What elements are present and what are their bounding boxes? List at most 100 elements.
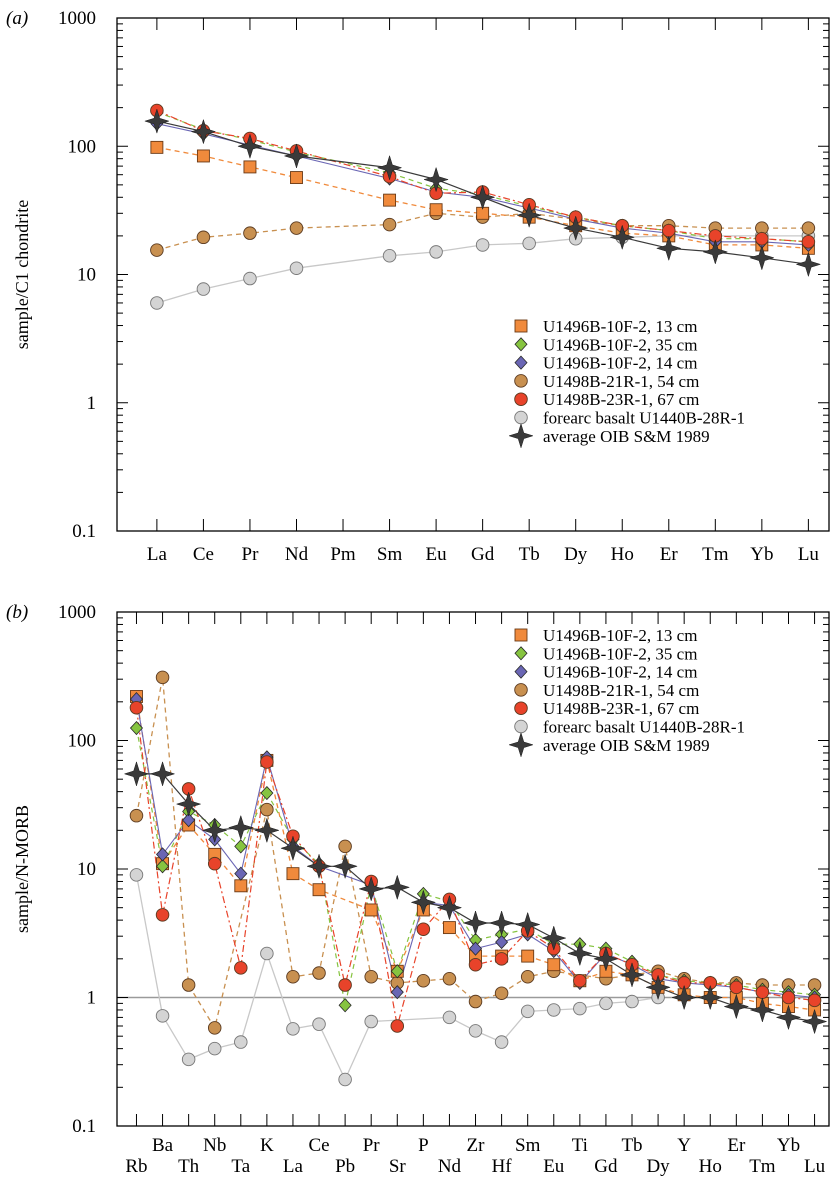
x-category-label: Eu [543, 1156, 565, 1177]
data-point-s54 [442, 971, 457, 986]
data-point-s13 [150, 140, 164, 154]
x-category-label: Tm [702, 544, 729, 565]
series-lines [156, 109, 809, 304]
legend-label: forearc basalt U1440B-28R-1 [543, 409, 745, 428]
y-tick-label: 100 [68, 136, 97, 157]
data-point-s54 [260, 802, 274, 817]
data-point-oib [227, 814, 254, 841]
data-point-oib [283, 143, 310, 169]
data-point-oib [123, 761, 150, 787]
panel-label: (b) [6, 602, 28, 623]
data-point-s35 [129, 720, 144, 736]
data-point-s67 [155, 908, 170, 922]
x-category-label: Sr [389, 1156, 407, 1177]
x-category-label: K [260, 1135, 274, 1156]
data-point-oib [436, 894, 463, 921]
data-point-oib [593, 945, 619, 972]
data-point-oib [540, 925, 567, 951]
legend-label: U1498B-21R-1, 54 cm [543, 681, 699, 700]
data-point-s67 [129, 700, 144, 715]
data-point-s14 [156, 847, 170, 862]
series-line-s13 [156, 146, 809, 249]
data-point-oib [237, 133, 263, 160]
data-point-oib [671, 984, 698, 1011]
data-point-fab [260, 946, 274, 961]
data-point-fab [155, 1009, 170, 1023]
data-point-oib [562, 215, 589, 241]
legend-label: forearc basalt U1440B-28R-1 [543, 718, 745, 737]
legend-label: U1496B-10F-2, 35 cm [543, 644, 697, 663]
data-point-s13 [364, 903, 378, 917]
legend-label: U1496B-10F-2, 14 cm [543, 354, 697, 373]
y-tick-label: 0.1 [72, 1116, 96, 1137]
data-point-fab [150, 296, 164, 310]
data-point-fab [364, 1014, 378, 1029]
data-point-s67 [207, 856, 222, 871]
x-category-label: Ce [308, 1135, 329, 1156]
x-category-label: Ho [699, 1156, 722, 1177]
data-point-s67 [494, 952, 509, 966]
legend-label: U1496B-10F-2, 13 cm [543, 626, 697, 645]
data-point-fab [338, 1072, 352, 1087]
data-point-oib [514, 911, 541, 938]
data-point-fab [475, 238, 490, 252]
data-point-s54 [196, 230, 211, 245]
data-point-fab [547, 1003, 561, 1017]
data-point-fab [207, 1041, 222, 1056]
legend-label: U1498B-21R-1, 54 cm [543, 372, 699, 391]
x-category-label: Ba [152, 1135, 174, 1156]
data-point-oib [254, 817, 280, 844]
panel-a: (a) 0.1 1 10 100 1000 sample/C1 chondrite La Ce P… [6, 8, 830, 565]
y-tick-label: 0.1 [72, 521, 96, 542]
data-point-oib [384, 874, 411, 901]
legend-label: U1496B-10F-2, 14 cm [543, 663, 697, 682]
x-category-label: Rb [125, 1156, 147, 1177]
x-category-label: Ta [231, 1156, 250, 1177]
y-tick-label: 10 [77, 265, 96, 286]
legend-marker-fab [514, 410, 528, 425]
legend-marker-s13 [514, 319, 528, 333]
data-point-s13 [521, 949, 535, 963]
x-category-label: Pb [335, 1156, 355, 1177]
data-point-fab [312, 1017, 326, 1031]
data-point-fab [429, 245, 443, 259]
data-point-s13 [383, 193, 397, 207]
data-point-s54 [129, 808, 144, 823]
data-point-s54 [181, 978, 196, 992]
x-category-label: Yb [750, 544, 773, 565]
series-line-fab [156, 235, 809, 304]
data-point-fab [573, 1001, 587, 1016]
legend-label: U1496B-10F-2, 13 cm [543, 317, 697, 336]
panel-label: (a) [6, 8, 28, 29]
data-point-s14 [234, 866, 248, 881]
data-point-fab [520, 1004, 535, 1019]
legend-label: average OIB S&M 1989 [543, 736, 710, 755]
data-point-s35 [260, 785, 274, 801]
data-point-s13 [429, 203, 443, 217]
data-point-oib [149, 761, 176, 787]
data-point-s54 [520, 970, 535, 984]
data-point-s54 [468, 994, 483, 1009]
x-category-label: Er [660, 544, 679, 565]
data-point-fab [468, 1024, 483, 1038]
data-point-s67 [573, 974, 587, 988]
legend-label: average OIB S&M 1989 [543, 427, 710, 446]
data-point-fab [196, 282, 211, 296]
data-point-s54 [382, 217, 397, 232]
x-category-label: Ho [611, 544, 634, 565]
data-point-s54 [338, 839, 352, 854]
data-point-s54 [155, 670, 170, 685]
data-point-s35 [234, 839, 248, 854]
data-point-fab [382, 249, 397, 263]
data-point-fab [129, 868, 144, 882]
data-point-fab [494, 1035, 509, 1049]
data-point-s13 [243, 160, 257, 174]
y-axis-title: sample/N-MORB [12, 805, 32, 933]
x-category-label: Tb [621, 1135, 642, 1156]
data-point-oib [775, 1004, 802, 1031]
series-line-s35 [156, 111, 809, 243]
legend-marker-s67 [514, 392, 528, 406]
x-category-label: Tm [749, 1156, 776, 1177]
data-point-s67 [468, 957, 483, 972]
